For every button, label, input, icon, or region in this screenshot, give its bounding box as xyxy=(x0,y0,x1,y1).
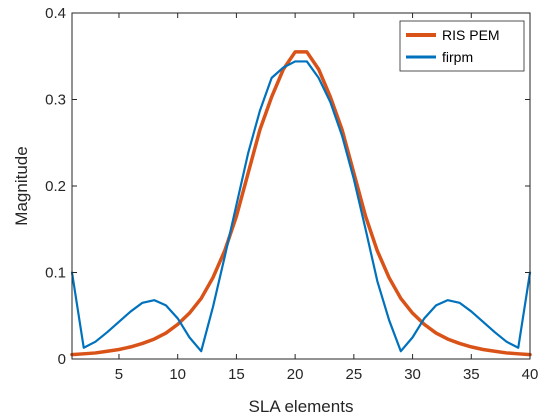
y-tick-label: 0.3 xyxy=(45,92,66,109)
plot-frame xyxy=(71,12,531,360)
y-tick-label: 0 xyxy=(58,351,66,368)
y-tick-label: 0.2 xyxy=(45,178,66,195)
x-tick-label: 25 xyxy=(346,366,363,383)
y-tick-label: 0.1 xyxy=(45,265,66,282)
legend-label-ris-pem: RIS PEM xyxy=(442,27,500,43)
legend-label-firpm: firpm xyxy=(442,49,473,65)
series-line-firpm xyxy=(70,60,532,353)
x-tick-label: 30 xyxy=(404,366,421,383)
x-axis-label: SLA elements xyxy=(249,397,354,416)
x-tick-label: 35 xyxy=(463,366,480,383)
x-tick-label: 10 xyxy=(169,366,186,383)
series-line-ris-pem xyxy=(70,50,532,357)
axes-layer: 5 10 15 20 25 30 35 40 0 0.1 0.2 0.3 0.4 xyxy=(45,5,538,383)
legend: RIS PEM firpm xyxy=(399,20,525,72)
x-tick-label: 15 xyxy=(228,366,245,383)
x-tick-label: 5 xyxy=(115,366,123,383)
x-tick-label: 40 xyxy=(522,366,539,383)
series-layer xyxy=(70,50,532,357)
y-axis-label: Magnitude xyxy=(12,146,31,225)
y-tick-label: 0.4 xyxy=(45,5,66,22)
x-tick-label: 20 xyxy=(287,366,304,383)
legend-box xyxy=(399,20,525,72)
